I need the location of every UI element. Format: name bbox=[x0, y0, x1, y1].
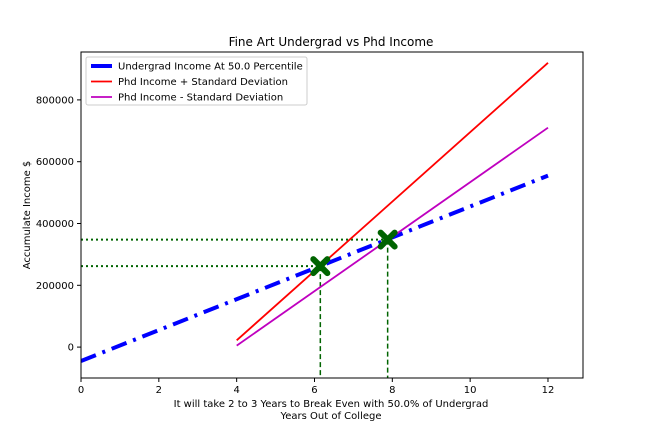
y-tick-label: 400000 bbox=[36, 219, 74, 230]
y-tick-label: 600000 bbox=[36, 157, 74, 168]
legend-label-3: Phd Income - Standard Deviation bbox=[118, 93, 283, 104]
break-even-marker-1 bbox=[310, 256, 331, 277]
break-even-marker-2 bbox=[377, 229, 398, 250]
plot-area bbox=[81, 62, 549, 378]
chart-title: Fine Art Undergrad vs Phd Income bbox=[229, 35, 434, 49]
legend-box bbox=[85, 56, 308, 106]
plot-content bbox=[81, 62, 549, 378]
y-tick-label: 0 bbox=[68, 343, 74, 354]
x-tick-label: 6 bbox=[311, 385, 317, 396]
legend-label-1: Undergrad Income At 50.0 Percentile bbox=[118, 62, 303, 73]
legend: Undergrad Income At 50.0 Percentile Phd I… bbox=[85, 56, 308, 106]
legend-label-2: Phd Income + Standard Deviation bbox=[118, 77, 288, 88]
x-axis-label-line2: Years Out of College bbox=[280, 411, 382, 422]
y-axis-label: Accumulate Income $ bbox=[22, 161, 33, 270]
x-axis-label-line1: It will take 2 to 3 Years to Break Even … bbox=[174, 399, 489, 410]
y-tick-label: 800000 bbox=[36, 95, 74, 106]
axes-frame bbox=[80, 51, 584, 379]
x-tick-label: 4 bbox=[233, 385, 239, 396]
x-tick-label: 8 bbox=[389, 385, 395, 396]
x-tick-label: 0 bbox=[78, 385, 84, 396]
x-tick-label: 2 bbox=[156, 385, 162, 396]
x-tick-label: 10 bbox=[464, 385, 477, 396]
axes: 0 2 4 6 8 10 12 0 200000 400000 600000 800000 bbox=[36, 51, 584, 396]
series-line-2 bbox=[236, 62, 549, 341]
y-tick-label: 200000 bbox=[36, 281, 74, 292]
x-tick-label: 12 bbox=[542, 385, 555, 396]
